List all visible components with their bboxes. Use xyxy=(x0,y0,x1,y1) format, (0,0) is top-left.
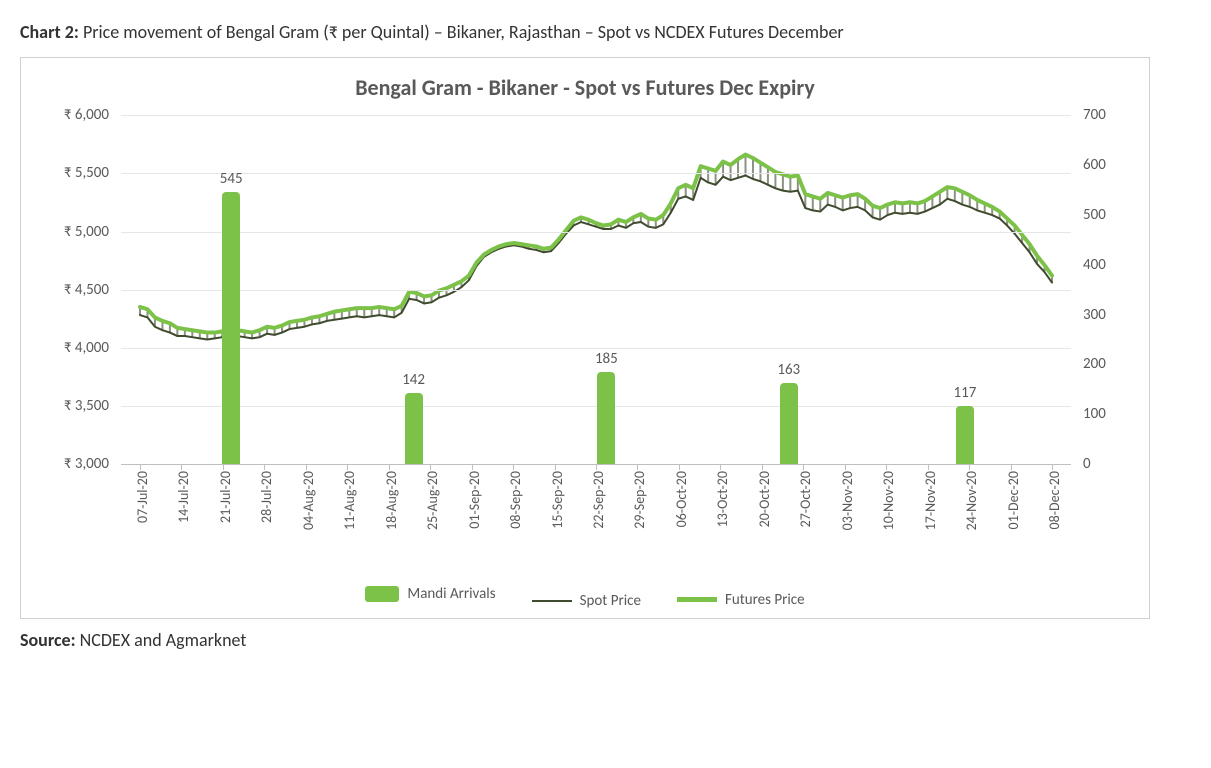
bar-value-label: 163 xyxy=(777,361,800,383)
legend-label: Spot Price xyxy=(580,592,641,610)
y-right-tick: 0 xyxy=(1083,455,1091,473)
y-right-tick: 500 xyxy=(1083,206,1106,224)
x-tick: 13-Oct-20 xyxy=(714,471,731,527)
legend-item: Spot Price xyxy=(532,592,641,610)
mandi-arrival-bar xyxy=(597,372,615,464)
x-tick: 20-Oct-20 xyxy=(756,471,773,527)
y-left-tick: ₹ 5,500 xyxy=(43,164,109,182)
x-tick: 22-Sep-20 xyxy=(590,471,607,529)
legend-item: Mandi Arrivals xyxy=(365,585,495,603)
legend-item: Futures Price xyxy=(677,591,805,609)
y-right-tick: 300 xyxy=(1083,306,1106,324)
bar-value-label: 185 xyxy=(595,350,618,372)
x-tick: 18-Aug-20 xyxy=(383,471,400,530)
y-left-tick: ₹ 4,000 xyxy=(43,339,109,357)
x-tick: 01-Sep-20 xyxy=(466,471,483,529)
y-left-tick: ₹ 3,000 xyxy=(43,455,109,473)
source-text: NCDEX and Agmarknet xyxy=(80,629,247,651)
y-left-tick: ₹ 6,000 xyxy=(43,106,109,124)
x-tick: 21-Jul-20 xyxy=(217,471,234,523)
x-tick: 06-Oct-20 xyxy=(673,471,690,527)
y-right-tick: 700 xyxy=(1083,106,1106,124)
x-tick: 28-Jul-20 xyxy=(258,471,275,523)
x-tick: 08-Dec-20 xyxy=(1046,471,1063,529)
caption-text: Price movement of Bengal Gram (₹ per Qui… xyxy=(83,21,844,43)
y-left-tick: ₹ 4,500 xyxy=(43,281,109,299)
y-right-tick: 400 xyxy=(1083,256,1106,274)
y-right-tick: 600 xyxy=(1083,156,1106,174)
bar-value-label: 545 xyxy=(220,170,243,192)
x-tick: 17-Nov-20 xyxy=(922,471,939,530)
y-left-tick: ₹ 3,500 xyxy=(43,397,109,415)
y-axis-left: ₹ 3,000₹ 3,500₹ 4,000₹ 4,500₹ 5,000₹ 5,5… xyxy=(43,115,115,465)
x-tick: 15-Sep-20 xyxy=(549,471,566,529)
mandi-arrival-bar xyxy=(780,383,798,464)
bar-value-label: 142 xyxy=(402,371,425,393)
legend-swatch-bar-icon xyxy=(365,586,399,602)
mandi-arrival-bar xyxy=(222,192,240,464)
legend-label: Futures Price xyxy=(725,591,805,609)
y-axis-right: 0100200300400500600700 xyxy=(1077,115,1127,465)
x-tick: 25-Aug-20 xyxy=(424,471,441,530)
mandi-arrival-bar xyxy=(956,406,974,464)
source-label: Source: xyxy=(20,629,76,651)
x-tick: 07-Jul-20 xyxy=(134,471,151,523)
caption-label: Chart 2: xyxy=(20,21,79,43)
chart-title: Bengal Gram - Bikaner - Spot vs Futures … xyxy=(35,74,1135,101)
chart-caption: Chart 2: Price movement of Bengal Gram (… xyxy=(20,20,1191,45)
chart-panel: Bengal Gram - Bikaner - Spot vs Futures … xyxy=(20,57,1150,619)
x-tick: 11-Aug-20 xyxy=(341,471,358,530)
x-tick: 03-Nov-20 xyxy=(839,471,856,530)
y-left-tick: ₹ 5,000 xyxy=(43,223,109,241)
plot-area: 545 142 185 163 117 xyxy=(121,115,1071,465)
x-tick: 08-Sep-20 xyxy=(507,471,524,529)
series-line xyxy=(140,155,1052,333)
legend-swatch-line-icon xyxy=(532,600,572,602)
x-tick: 24-Nov-20 xyxy=(963,471,980,530)
x-tick: 04-Aug-20 xyxy=(300,471,317,530)
series-line xyxy=(140,176,1052,340)
legend-swatch-line-icon xyxy=(677,597,717,602)
x-tick: 14-Jul-20 xyxy=(175,471,192,523)
x-tick: 01-Dec-20 xyxy=(1005,471,1022,529)
y-right-tick: 100 xyxy=(1083,405,1106,423)
x-tick: 27-Oct-20 xyxy=(797,471,814,527)
legend-label: Mandi Arrivals xyxy=(407,585,495,603)
chart-stage: ₹ 3,000 ₹ 3,500 ₹ 4,000 ₹ 4,500 ₹ 5,000 ₹ 5,5… xyxy=(43,115,1127,575)
mandi-arrival-bar xyxy=(405,393,423,464)
x-tick: 29-Sep-20 xyxy=(631,471,648,529)
legend: Mandi Arrivals Spot Price Futures Price xyxy=(35,585,1135,610)
bar-value-label: 117 xyxy=(954,384,977,406)
x-axis: 07-Jul-20 14-Jul-20 21-Jul-20 28-Jul-20 04-A… xyxy=(121,465,1071,575)
x-tick: 10-Nov-20 xyxy=(880,471,897,530)
y-right-tick: 200 xyxy=(1083,355,1106,373)
updown-bars xyxy=(140,155,1052,340)
source-line: Source: NCDEX and Agmarknet xyxy=(20,629,1191,651)
